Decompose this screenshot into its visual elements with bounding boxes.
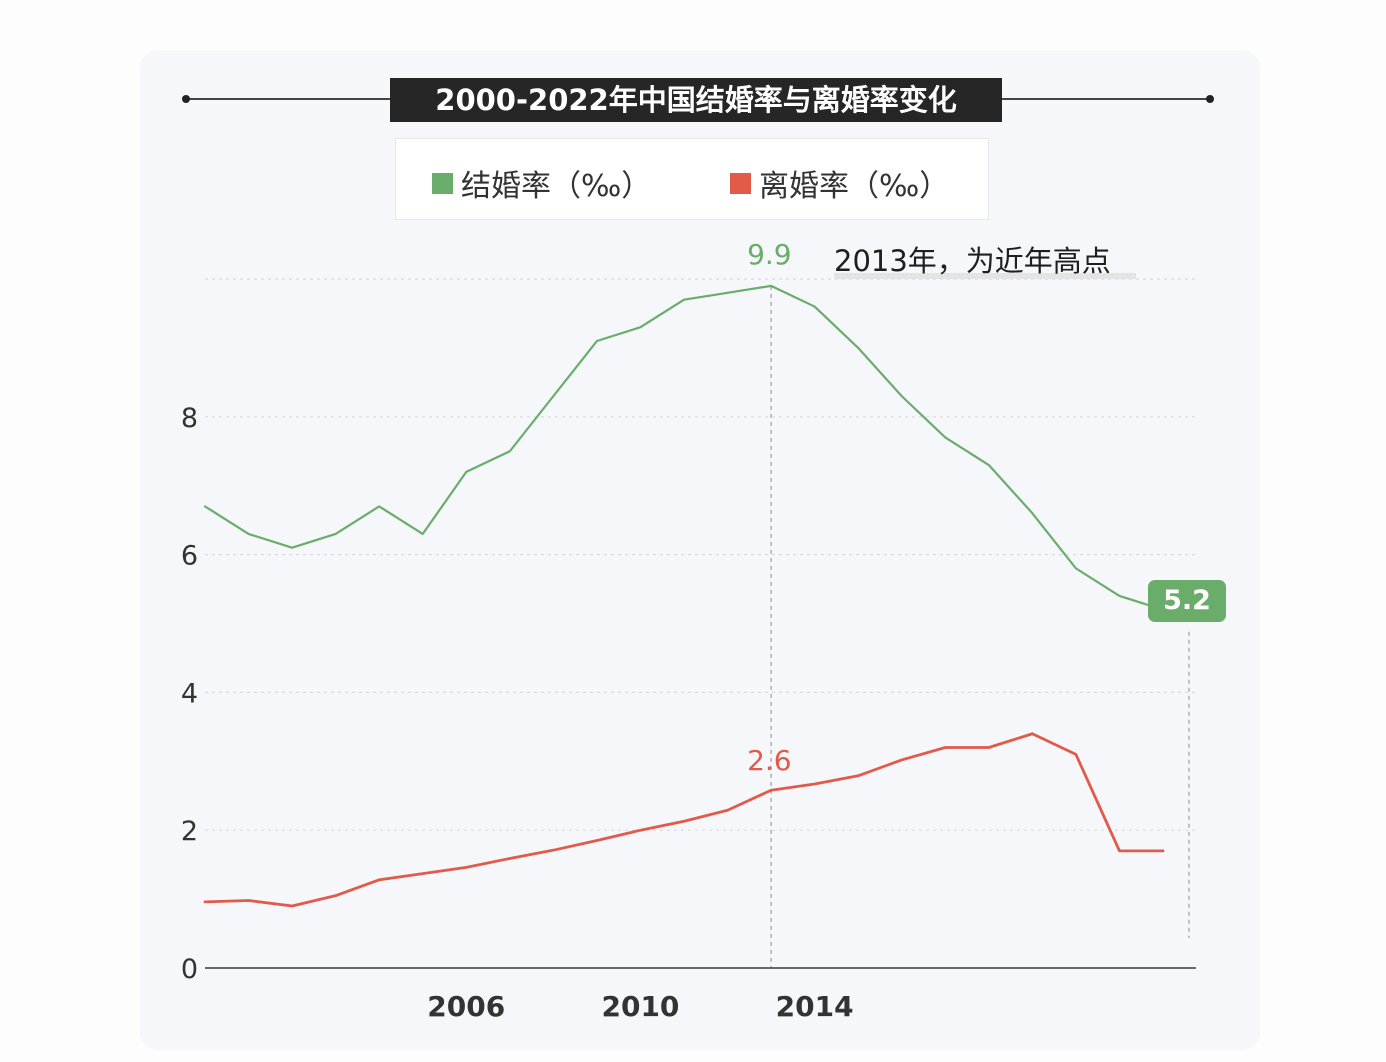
legend-label-divorce: 离婚率（‰） — [759, 169, 950, 204]
divorce-rate-line — [203, 732, 1165, 908]
chart-title: 2000-2022年中国结婚率与离婚率变化 — [390, 78, 1002, 122]
grid-lines — [205, 278, 1196, 831]
legend-swatch-divorce — [730, 172, 751, 194]
x-tick-label-2006: 2006 — [427, 990, 505, 1023]
marriage-peak-value: 9.9 — [747, 237, 792, 271]
title-rule-left — [186, 98, 390, 100]
x-tick-label-2010: 2010 — [601, 990, 679, 1023]
y-tick-label-2: 2 — [181, 816, 198, 847]
divorce-2013-value: 2.6 — [747, 744, 792, 778]
title-dot-left — [182, 95, 190, 103]
chart-legend: 结婚率（‰） 离婚率（‰） — [395, 138, 989, 220]
y-tick-label-0: 0 — [181, 954, 198, 985]
y-tick-label-6: 6 — [181, 541, 198, 572]
x-tick-label-2014: 2014 — [776, 990, 854, 1023]
legend-item-marriage[interactable]: 结婚率（‰） — [432, 161, 651, 205]
y-tick-label-4: 4 — [181, 678, 198, 709]
legend-item-divorce[interactable]: 离婚率（‰） — [730, 161, 949, 205]
title-rule-right — [1002, 98, 1208, 100]
guide-lines — [770, 285, 1190, 968]
series-lines — [203, 284, 1165, 908]
title-dot-right — [1206, 95, 1214, 103]
legend-label-marriage: 结婚率（‰） — [461, 169, 652, 204]
y-tick-label-8: 8 — [181, 403, 198, 434]
marriage-rate-line — [203, 284, 1165, 611]
legend-swatch-marriage — [432, 172, 453, 194]
peak-note: 2013年，为近年高点 — [834, 244, 1111, 278]
axes: 0 2 4 6 8 2006 2010 2014 — [181, 403, 1196, 1023]
note-underline — [834, 273, 1136, 279]
marriage-last-value-badge: 5.2 — [1148, 580, 1226, 622]
